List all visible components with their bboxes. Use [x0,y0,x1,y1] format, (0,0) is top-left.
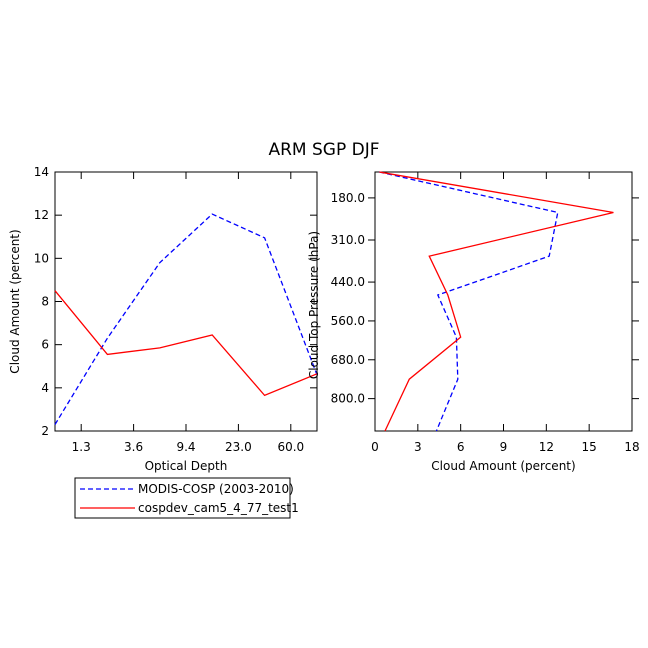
left-y-axis-label: Cloud Amount (percent) [8,229,22,373]
legend-label-obs: MODIS-COSP (2003-2010) [138,482,294,496]
right-x-tick-label: 15 [582,440,597,454]
right-x-tick-label: 18 [624,440,639,454]
left-y-tick-label: 10 [34,251,49,265]
left-y-tick-label: 4 [41,381,49,395]
right-y-tick-label: 560.0 [331,314,365,328]
left-plot-frame [54,171,318,432]
left-series-line-model [54,290,318,397]
left-x-tick-label: 1.3 [72,440,91,454]
right-y-tick-label: 180.0 [331,191,365,205]
right-x-tick-label: 3 [414,440,422,454]
left-y-tick-label: 8 [41,295,49,309]
chart-title: ARM SGP DJF [268,140,379,160]
left-series-line-obs [54,213,318,425]
right-plot-pressure: 0 3 6 9 12 15 18 180.0 310.0 440.0 560.0 680.0 800.0… [307,171,640,473]
right-y-tick-label: 800.0 [331,392,365,406]
left-y-tick-label: 14 [34,165,49,179]
legend-label-model: cospdev_cam5_4_77_test1 [138,501,299,515]
left-x-tick-label: 23.0 [225,440,252,454]
right-series-line-model [379,171,614,432]
right-x-axis-label: Cloud Amount (percent) [431,459,575,473]
right-plot-frame [374,171,633,432]
left-x-tick-label: 3.6 [124,440,143,454]
right-y-axis-label: Cloud Top Pressure (hPa) [307,231,321,379]
right-x-tick-label: 6 [457,440,465,454]
legend: MODIS-COSP (2003-2010) cospdev_cam5_4_77… [74,477,299,519]
right-y-tick-label: 440.0 [331,275,365,289]
left-y-tick-label: 12 [34,208,49,222]
right-y-tick-label: 680.0 [331,353,365,367]
left-y-tick-label: 6 [41,338,49,352]
right-x-tick-label: 12 [539,440,554,454]
right-x-tick-label: 9 [500,440,508,454]
legend-box [74,477,291,519]
left-x-axis-label: Optical Depth [145,459,228,473]
right-y-tick-label: 310.0 [331,233,365,247]
left-x-tick-label: 60.0 [277,440,304,454]
right-x-tick-label: 0 [371,440,379,454]
left-plot-optical-depth: 2 4 6 8 10 12 14 1.3 3.6 9.4 23.0 60.0 Optical Depth… [8,165,318,473]
left-x-tick-label: 9.4 [176,440,195,454]
right-series-line-obs [379,171,559,432]
left-y-tick-label: 2 [41,424,49,438]
